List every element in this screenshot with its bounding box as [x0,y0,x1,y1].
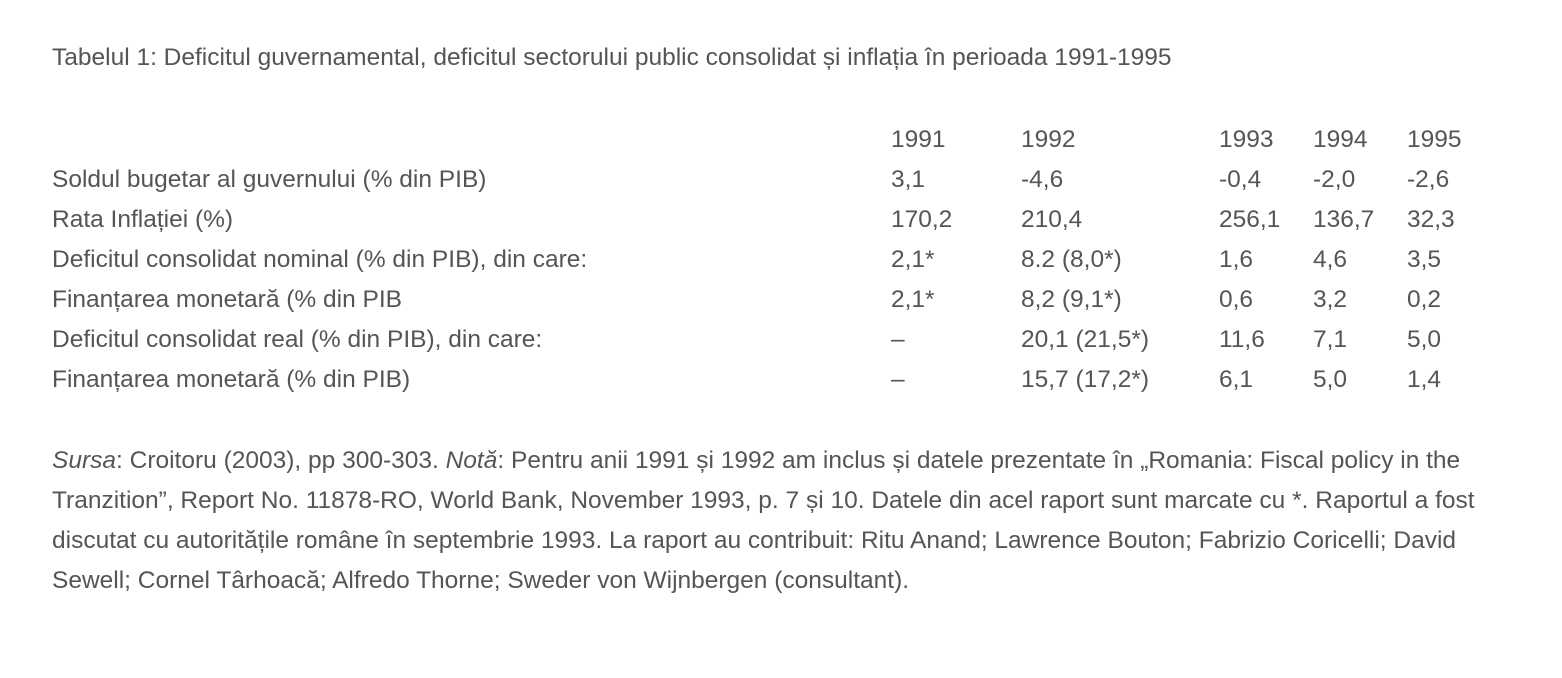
cell: – [891,366,905,393]
column-header: 1995 [1407,126,1462,153]
cell: 2,1* [891,246,935,273]
source-label: Sursa [52,447,117,474]
cell: 8.2 (8,0*) [1021,246,1122,273]
cell: 6,1 [1219,366,1254,393]
cell: – [891,326,905,353]
column-header: 1993 [1219,126,1274,153]
cell: 3,5 [1407,246,1442,273]
note-text: : Pentru anii 1991 și 1992 am inclus și … [52,447,1475,594]
cell: 1,6 [1219,246,1254,273]
row-label: Rata Inflației (%) [52,206,234,233]
cell: 15,7 (17,2*) [1021,366,1150,393]
cell: 32,3 [1407,206,1455,233]
cell: 3,1 [891,166,926,193]
row-label: Finanțarea monetară (% din PIB [52,286,402,313]
cell: 1,4 [1407,366,1442,393]
column-header: 1991 [891,126,946,153]
source-text: : Croitoru (2003), pp 300-303. [116,447,446,474]
note-label: Notă [445,447,498,474]
cell: 136,7 [1313,206,1375,233]
cell: 3,2 [1313,286,1348,313]
cell: -0,4 [1219,166,1262,193]
cell: 2,1* [891,286,935,313]
cell: 11,6 [1219,326,1265,353]
cell: 4,6 [1313,246,1348,273]
cell: 0,2 [1407,286,1442,313]
cell: -2,6 [1407,166,1450,193]
cell: -4,6 [1021,166,1064,193]
row-label: Finanțarea monetară (% din PIB) [52,366,411,393]
cell: 5,0 [1313,366,1348,393]
note: Sursa: Croitoru (2003), pp 300-303. Notă… [52,441,1492,601]
cell: 7,1 [1313,326,1348,353]
cell: 210,4 [1021,206,1083,233]
cell: 5,0 [1407,326,1442,353]
row-label: Deficitul consolidat real (% din PIB), d… [52,326,543,353]
cell: 170,2 [891,206,953,233]
cell: -2,0 [1313,166,1356,193]
row-label: Soldul bugetar al guvernului (% din PIB) [52,166,487,193]
column-header: 1994 [1313,126,1368,153]
cell: 0,6 [1219,286,1254,313]
cell: 256,1 [1219,206,1281,233]
cell: 20,1 (21,5*) [1021,326,1150,353]
column-header: 1992 [1021,126,1076,153]
row-label: Deficitul consolidat nominal (% din PIB)… [52,246,588,273]
table-title: Tabelul 1: Deficitul guvernamental, defi… [52,44,1172,71]
cell: 8,2 (9,1*) [1021,286,1122,313]
